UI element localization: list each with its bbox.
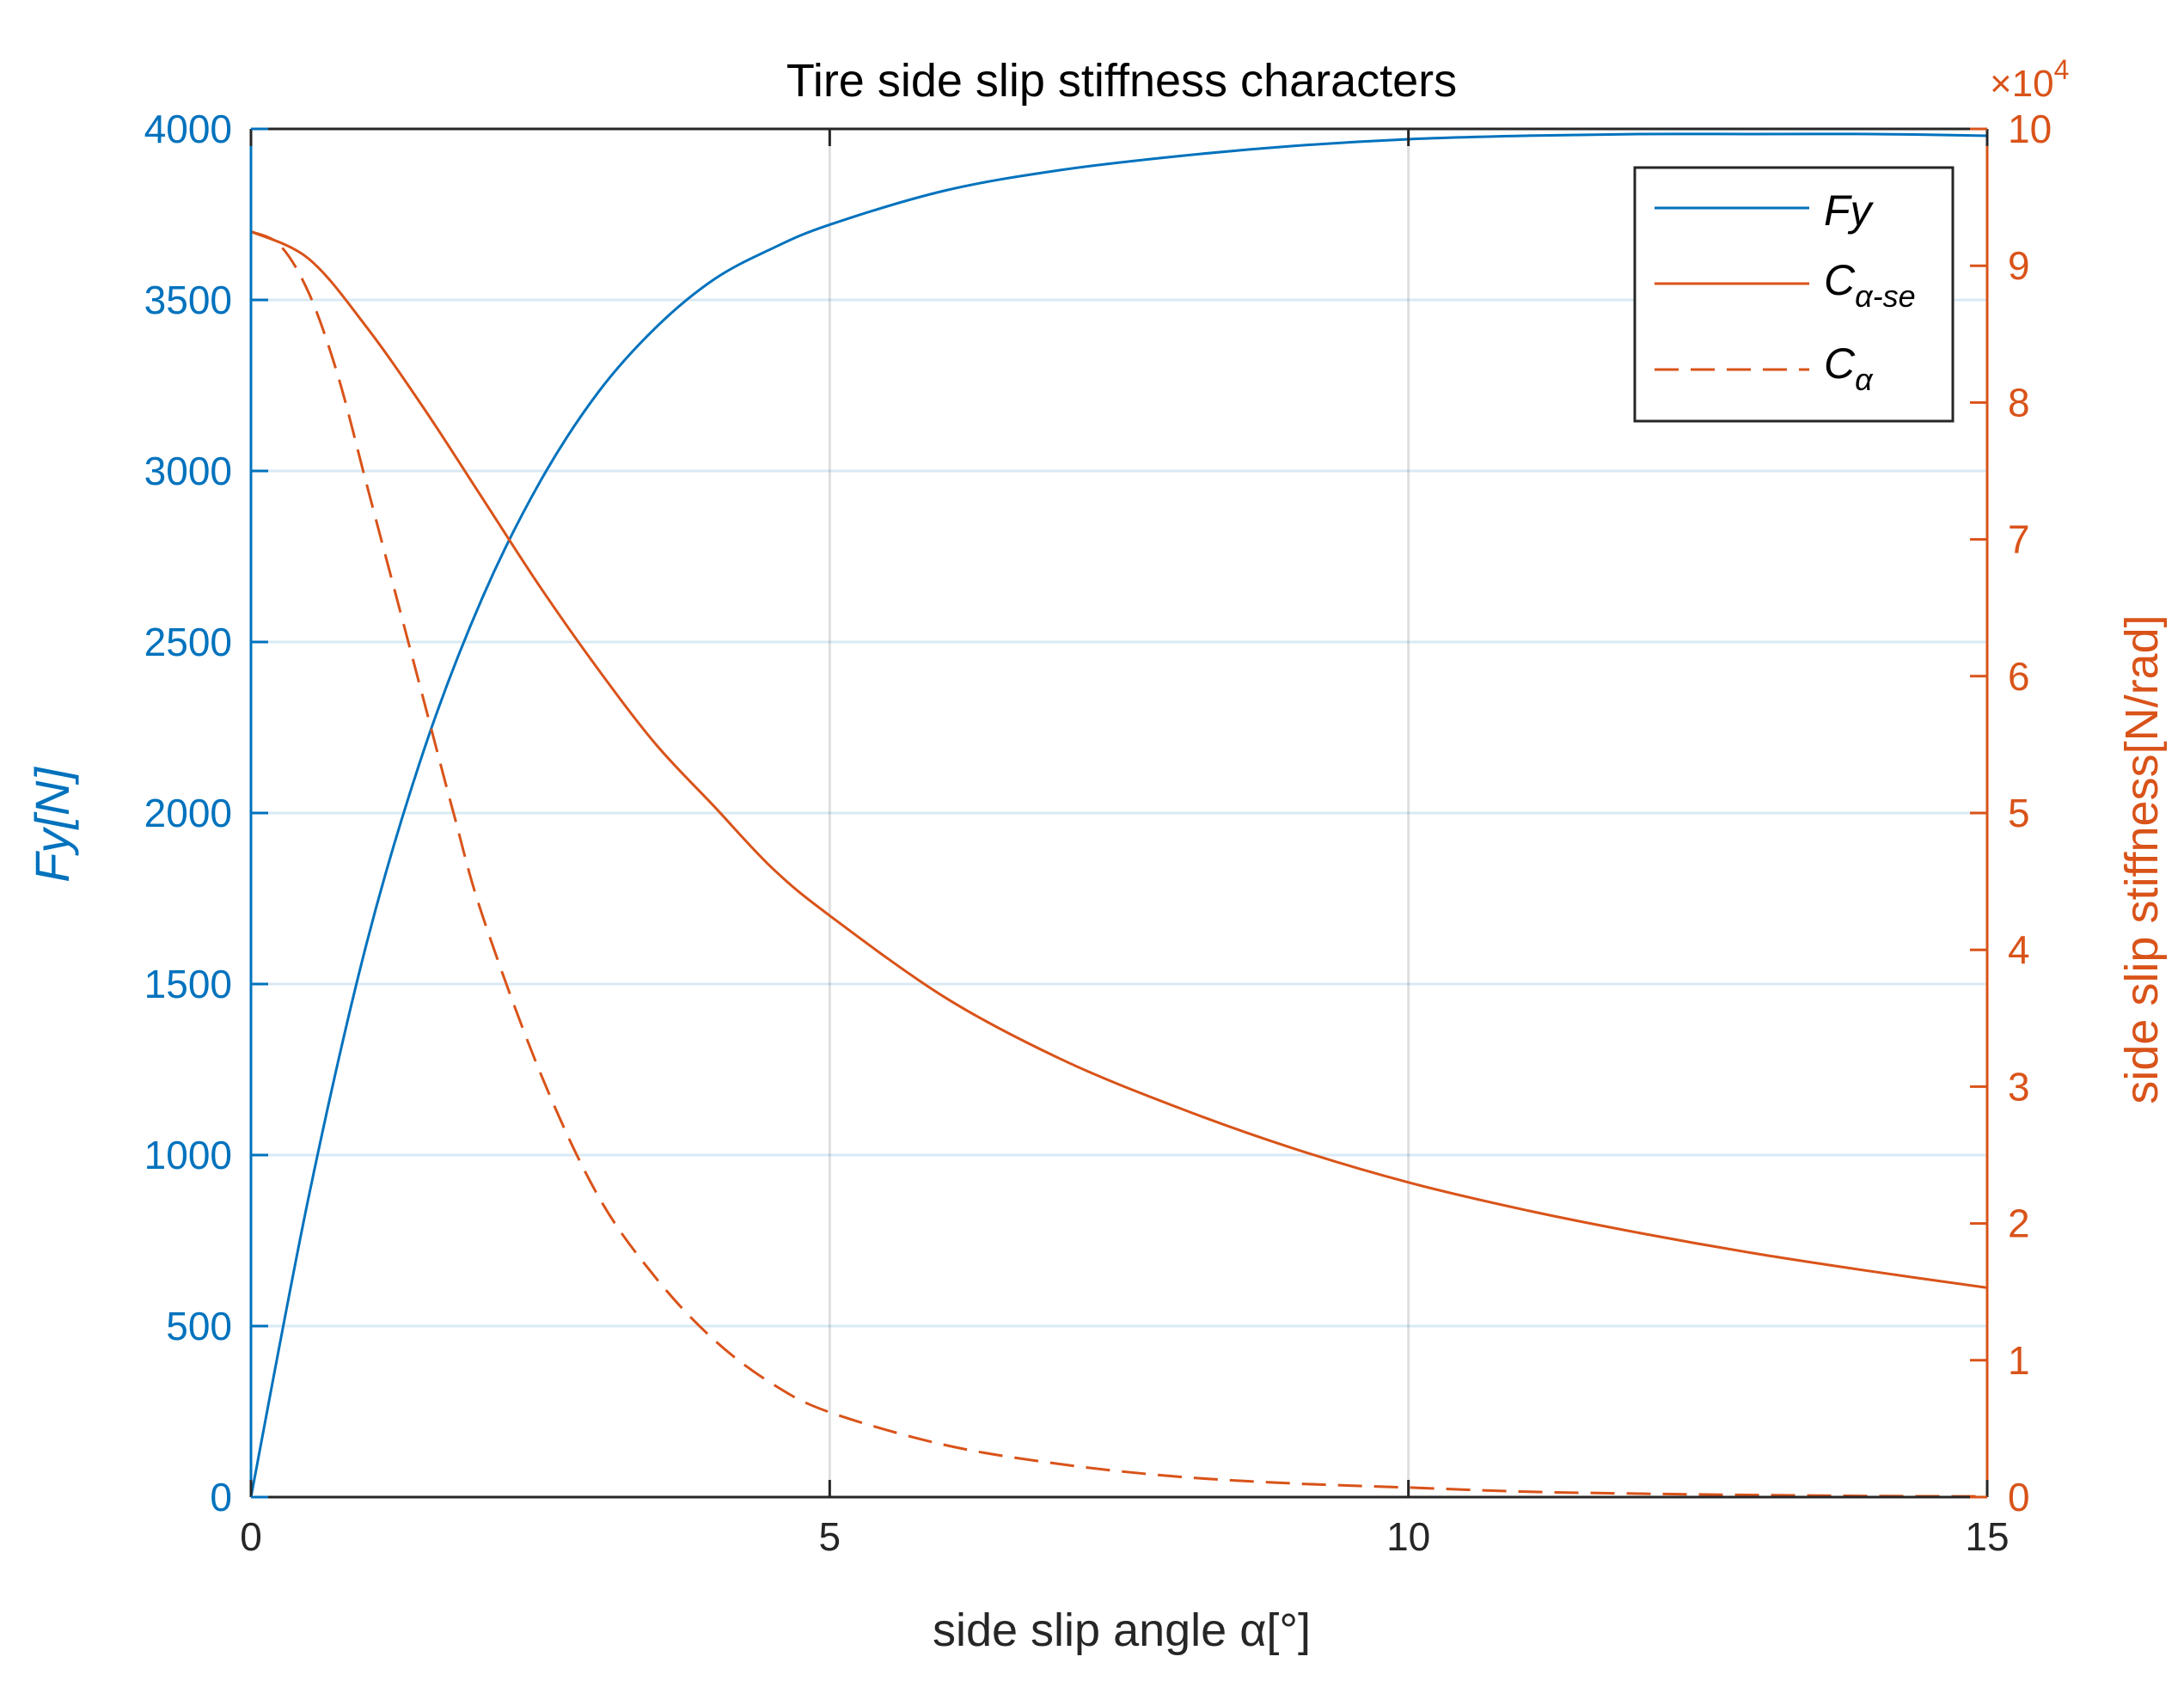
legend-label-c-alpha-main: C: [1824, 339, 1856, 388]
grid-lines: [251, 129, 1987, 1497]
y-right-tick-label: 1: [2008, 1338, 2030, 1383]
y-axis-left-label: Fy[N]: [25, 767, 79, 883]
legend-label-c-alpha-se: Cα-se: [1824, 256, 1916, 314]
x-tick-label: 5: [819, 1514, 841, 1559]
series-layer: [249, 132, 1988, 1498]
y-right-tick-label: 10: [2008, 107, 2052, 151]
y-right-tick-label: 3: [2008, 1064, 2030, 1109]
y-left-tick-label: 0: [210, 1475, 232, 1519]
y-left-tick-label: 1000: [144, 1133, 232, 1177]
y-left-tick-label: 2000: [144, 791, 232, 835]
y-right-tick-label: 8: [2008, 380, 2030, 425]
y-right-tick-label: 4: [2008, 927, 2030, 972]
y-left-tick-label: 1500: [144, 962, 232, 1006]
series-c-alpha: [250, 229, 1988, 1498]
y-right-tick-label: 6: [2008, 654, 2030, 699]
legend-box: [1633, 166, 1955, 423]
y-right-tick-label: 2: [2008, 1201, 2030, 1246]
x-tick-label: 0: [240, 1514, 262, 1559]
legend-label-c-alpha-se-sub: α-se: [1855, 278, 1916, 314]
tick-layer: 0 5 10 150500100015002000250030003500400001…: [144, 107, 2052, 1559]
x-tick-label: 15: [1965, 1514, 2009, 1559]
y-right-tick-label: 0: [2008, 1475, 2030, 1519]
legend-label-c-alpha-se-main: C: [1824, 256, 1856, 304]
y-left-tick-label: 2500: [144, 620, 232, 664]
legend-item-c-alpha-se: Cα-se: [1655, 256, 1916, 314]
series-c-alpha-se: [250, 230, 1988, 1289]
legend: Fy Cα-se Cα: [1633, 166, 1955, 423]
legend-label-c-alpha: Cα: [1824, 339, 1874, 397]
legend-item-c-alpha: Cα: [1655, 339, 1874, 397]
x-axis-label: side slip angle α[°]: [933, 1605, 1311, 1656]
y-right-tick-label: 9: [2008, 243, 2030, 288]
x-tick-label: 10: [1386, 1514, 1430, 1559]
y-right-tick-label: 7: [2008, 517, 2030, 562]
legend-item-fy: Fy: [1655, 186, 1875, 235]
legend-label-fy: Fy: [1824, 186, 1875, 235]
legend-label-fy-main: Fy: [1824, 186, 1875, 235]
y-left-tick-label: 3000: [144, 449, 232, 493]
y-left-tick-label: 3500: [144, 278, 232, 322]
chart-title: Tire side slip stiffness characters: [786, 55, 1457, 107]
y-left-tick-label: 4000: [144, 107, 232, 151]
legend-label-c-alpha-sub: α: [1855, 362, 1874, 397]
y-right-tick-label: 5: [2008, 791, 2030, 835]
right-axis-exponent-power: 4: [2054, 54, 2070, 85]
series-fy: [249, 132, 1988, 1498]
right-axis-exponent: ×104: [1990, 54, 2069, 105]
y-axis-right-label: side slip stiffness[N/rad]: [2116, 614, 2168, 1103]
y-left-tick-label: 500: [166, 1304, 232, 1348]
right-axis-exponent-base: ×10: [1990, 63, 2054, 105]
